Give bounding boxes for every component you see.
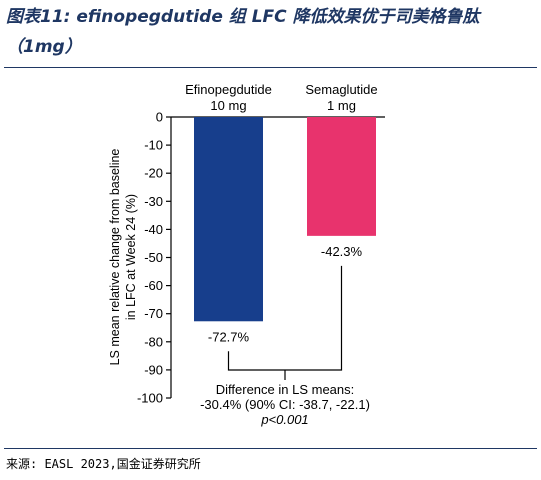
figure-title: 图表11: efinopegdutide 组 LFC 降低效果优于司美格鲁肽（1…	[6, 7, 480, 57]
category-label: Semaglutide	[305, 82, 377, 97]
y-tick-label: -70	[144, 306, 163, 321]
y-axis-label-line: in LFC at Week 24 (%)	[124, 194, 138, 320]
category-label: Efinopegdutide	[185, 82, 272, 97]
y-tick-label: -30	[144, 194, 163, 209]
y-tick-label: -40	[144, 222, 163, 237]
source-note: 来源: EASL 2023,国金证券研究所	[6, 457, 201, 471]
title-divider	[4, 67, 537, 68]
y-tick-label: -90	[144, 362, 163, 377]
y-tick-label: -60	[144, 278, 163, 293]
y-tick-label: -20	[144, 166, 163, 181]
difference-annotation-line: p<0.001	[260, 412, 308, 427]
footer-divider	[4, 448, 537, 449]
difference-annotation-line: Difference in LS means:	[216, 382, 355, 397]
category-label: 1 mg	[327, 98, 356, 113]
y-tick-label: -80	[144, 334, 163, 349]
y-tick-label: -50	[144, 250, 163, 265]
value-label: -42.3%	[321, 244, 363, 259]
y-axis-label-line: LS mean relative change from baseline	[108, 149, 122, 366]
y-tick-label: -10	[144, 138, 163, 153]
value-label: -72.7%	[208, 329, 250, 344]
bar-1	[194, 117, 263, 322]
bar-2	[307, 117, 376, 236]
y-tick-label: 0	[156, 110, 163, 125]
difference-annotation-line: -30.4% (90% CI: -38.7, -22.1)	[200, 397, 370, 412]
y-tick-label: -100	[137, 391, 163, 406]
bar-chart: 0 -10 -20 -30 -40 -50 -60 -70 -80 -90 -100 LS mean …	[108, 82, 385, 427]
category-label: 10 mg	[210, 98, 246, 113]
